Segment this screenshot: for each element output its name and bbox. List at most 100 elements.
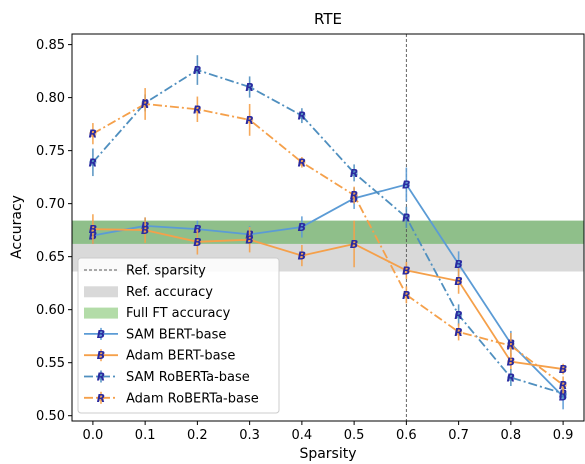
- data-point-marker: R: [89, 128, 97, 141]
- x-tick-label: 0.0: [83, 428, 104, 443]
- data-point-marker: B: [454, 258, 462, 271]
- y-tick-label: 0.60: [36, 303, 65, 318]
- data-point: [350, 191, 358, 199]
- data-point: [193, 225, 201, 233]
- legend-label: Adam RoBERTa-base: [126, 391, 259, 406]
- data-point: [402, 213, 410, 222]
- series-line: [92, 69, 564, 395]
- legend-marker: [97, 394, 105, 402]
- data-point: [193, 238, 201, 246]
- data-point: [89, 130, 97, 138]
- data-point: [507, 373, 515, 382]
- data-point-marker: B: [141, 224, 149, 237]
- x-tick-label: 0.2: [187, 428, 208, 443]
- legend-label: Adam BERT-base: [126, 349, 235, 364]
- data-point-marker: B: [245, 234, 253, 247]
- legend-item: Ref. sparsity: [84, 264, 206, 279]
- chart-title: RTE: [314, 10, 342, 28]
- data-point: [89, 158, 97, 166]
- series-line: [92, 183, 564, 398]
- y-tick-label: 0.50: [36, 409, 65, 424]
- data-point: [455, 277, 463, 285]
- legend: Ref. sparsity Ref. accuracy Full FT accura…: [77, 257, 280, 414]
- data-point-marker: R: [559, 387, 567, 400]
- legend-marker: [97, 373, 105, 380]
- axes: 0.0 0.1 0.2 0.3 0.4 0.5 0.6 0.7 0.8 0.9 0.50 0.55 0.…: [36, 38, 573, 443]
- legend-marker-letter: B: [97, 328, 105, 341]
- data-point-marker: R: [507, 340, 515, 353]
- y-tick-label: 0.55: [36, 356, 65, 371]
- data-point: [507, 342, 515, 350]
- plot-area: BBBBBBBBBBBBBBBBBBBBRRRRRRRRRRRRRRRRRRRR: [72, 34, 584, 421]
- legend-marker-letter: R: [97, 392, 105, 405]
- data-point-marker: B: [298, 250, 306, 263]
- legend-item: B Adam BERT-base: [84, 349, 235, 364]
- x-tick-label: 0.9: [553, 428, 574, 443]
- data-point: [246, 236, 254, 244]
- series-line: [92, 103, 564, 386]
- legend-label: SAM RoBERTa-base: [126, 370, 250, 385]
- data-point: [298, 251, 306, 260]
- x-tick-label: 0.1: [135, 428, 156, 443]
- data-point-marker: B: [350, 238, 358, 251]
- data-point-marker: B: [298, 221, 306, 234]
- data-point-marker: R: [193, 103, 201, 116]
- data-point: [559, 381, 567, 389]
- legend-handle: [84, 307, 118, 319]
- data-point: [141, 226, 149, 234]
- legend-label: Full FT accuracy: [126, 306, 231, 321]
- legend-item: B SAM BERT-base: [84, 327, 226, 342]
- data-point-marker: R: [350, 189, 358, 202]
- data-point-marker: R: [454, 309, 462, 322]
- legend-label: Ref. accuracy: [126, 285, 213, 300]
- data-point-marker: B: [193, 236, 201, 249]
- data-point-marker: B: [559, 363, 567, 376]
- data-point-marker: R: [350, 167, 358, 180]
- data-point: [141, 100, 149, 108]
- data-point-marker: R: [402, 211, 410, 224]
- data-point: [402, 180, 410, 189]
- full-ft-accuracy-band: [72, 220, 584, 244]
- legend-marker: [97, 330, 105, 338]
- data-point-marker: R: [559, 379, 567, 392]
- y-tick-label: 0.80: [36, 91, 65, 106]
- legend-item: Full FT accuracy: [84, 306, 231, 321]
- y-tick-label: 0.75: [36, 144, 65, 159]
- series-line: [92, 228, 564, 370]
- legend-item: R Adam RoBERTa-base: [84, 391, 259, 406]
- data-point: [298, 112, 306, 120]
- legend-marker-letter: B: [97, 349, 105, 362]
- legend-label: Ref. sparsity: [126, 264, 206, 279]
- data-point-marker: R: [193, 64, 201, 77]
- x-axis-title: Sparsity: [299, 446, 356, 462]
- data-point: [193, 105, 201, 113]
- data-point-marker: B: [89, 223, 97, 236]
- data-point-marker: R: [89, 156, 97, 169]
- legend-item: R SAM RoBERTa-base: [84, 370, 250, 385]
- x-tick-label: 0.8: [501, 428, 522, 443]
- x-tick-label: 0.3: [239, 428, 260, 443]
- data-point-marker: B: [454, 275, 462, 288]
- x-tick-label: 0.5: [344, 428, 365, 443]
- data-point: [455, 260, 463, 268]
- data-point: [507, 358, 515, 366]
- legend-marker-letter: R: [97, 371, 105, 384]
- data-point: [298, 158, 306, 166]
- data-point-marker: R: [298, 110, 306, 123]
- data-point-marker: R: [507, 372, 515, 385]
- legend-item: Ref. accuracy: [84, 285, 213, 300]
- x-tick-label: 0.7: [448, 428, 469, 443]
- data-point: [246, 83, 254, 91]
- data-point-marker: B: [402, 179, 410, 192]
- data-point: [455, 328, 463, 336]
- legend-box: [77, 257, 280, 414]
- data-point-marker: R: [298, 156, 306, 169]
- data-point-marker: B: [507, 356, 515, 369]
- data-point: [402, 291, 410, 299]
- data-point-marker: R: [402, 289, 410, 302]
- y-tick-label: 0.65: [36, 250, 65, 265]
- y-tick-label: 0.70: [36, 197, 65, 212]
